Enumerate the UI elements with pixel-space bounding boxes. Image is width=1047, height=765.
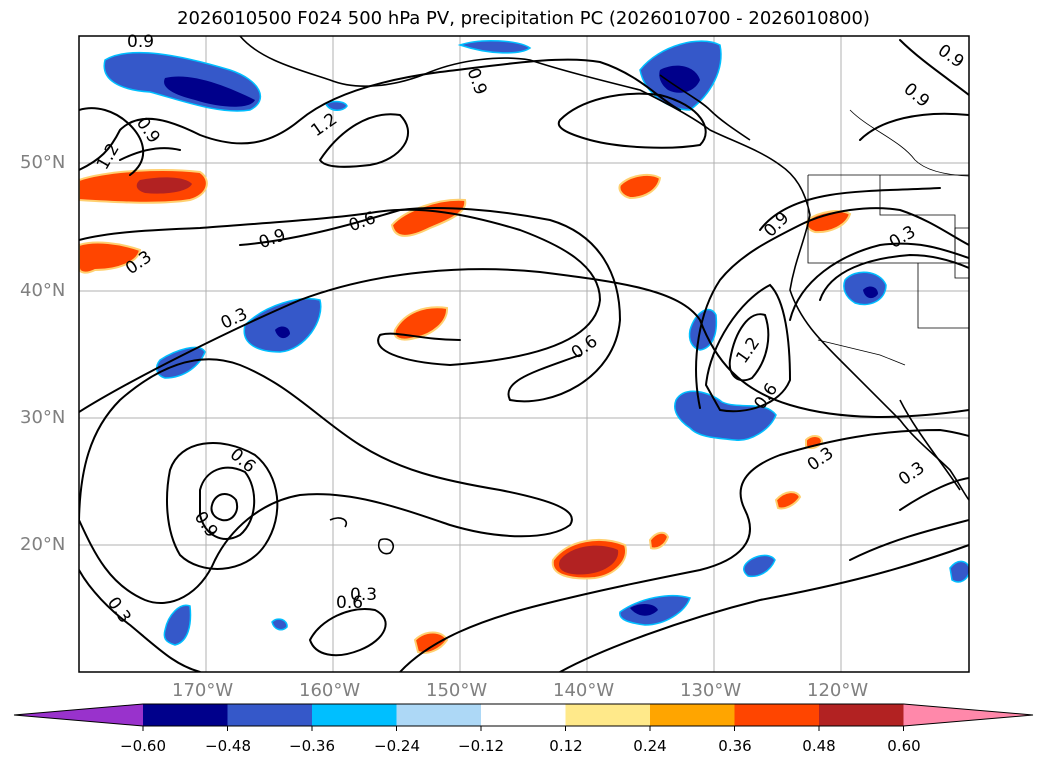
lon-label-150w: 150°W xyxy=(426,680,488,701)
map-frame xyxy=(78,35,970,673)
colorbar-tick: 0.60 xyxy=(887,737,921,755)
colorbar-tick: −0.36 xyxy=(289,737,335,755)
colorbar-swatch xyxy=(396,704,482,726)
colorbar-extend-low xyxy=(14,704,143,726)
lat-label-20n: 20°N xyxy=(20,534,66,555)
colorbar-tick: −0.60 xyxy=(120,737,166,755)
contour-label: 0.6 xyxy=(336,593,363,613)
colorbar-tick: −0.12 xyxy=(458,737,504,755)
negative-anomaly xyxy=(103,39,969,646)
colorbar-tick: 0.48 xyxy=(802,737,836,755)
colorbar-tick: −0.24 xyxy=(374,737,420,755)
colorbar-swatch xyxy=(650,704,735,726)
contour-label: 0.9 xyxy=(132,114,164,148)
lon-label-170w: 170°W xyxy=(172,680,234,701)
precipitation-anomaly-fills xyxy=(79,39,969,654)
colorbar-tick: 0.36 xyxy=(718,737,752,755)
lon-label-130w: 130°W xyxy=(680,680,742,701)
contour-label: 1.2 xyxy=(307,109,341,141)
colorbar-swatch xyxy=(227,704,313,726)
colorbar xyxy=(13,703,1034,731)
colorbar-tick: 0.24 xyxy=(633,737,667,755)
contour-label: 1.2 xyxy=(93,140,124,173)
political-borders xyxy=(807,109,969,366)
contour-label: 0.9 xyxy=(463,65,491,97)
contour-label: 0.9 xyxy=(256,225,288,253)
contour-label: 1.2 xyxy=(732,334,764,368)
contour-label: 0.3 xyxy=(103,593,135,627)
colorbar-extend-high xyxy=(903,704,1033,726)
strong-positive-core xyxy=(136,177,619,575)
colorbar-swatch xyxy=(565,704,651,726)
lat-label-30n: 30°N xyxy=(20,407,66,428)
colorbar-tick: −0.48 xyxy=(205,737,251,755)
coastlines xyxy=(239,36,969,555)
contour-labels: 0.9 0.9 0.9 1.2 1.2 0.9 0.3 0.9 0.6 0.9 … xyxy=(93,32,968,627)
colorbar-swatch xyxy=(819,704,904,726)
colorbar-swatch xyxy=(143,704,228,726)
contour-label: 0.3 xyxy=(886,222,919,253)
contour-label: 0.9 xyxy=(934,41,968,73)
lon-label-160w: 160°W xyxy=(299,680,361,701)
map-title: 2026010500 F024 500 hPa PV, precipitatio… xyxy=(177,8,870,29)
lon-label-120w: 120°W xyxy=(807,680,869,701)
colorbar-tick: 0.12 xyxy=(549,737,583,755)
lat-label-50n: 50°N xyxy=(20,152,66,173)
colorbar-swatch xyxy=(312,704,397,726)
lon-label-140w: 140°W xyxy=(553,680,615,701)
contour-label: 0.9 xyxy=(760,208,793,241)
contour-label: 0.9 xyxy=(127,32,154,52)
strong-negative-core xyxy=(164,65,878,616)
contour-label: 0.3 xyxy=(895,458,929,490)
contour-label: 0.9 xyxy=(900,79,934,112)
contour-label: 0.3 xyxy=(350,585,377,605)
lat-label-40n: 40°N xyxy=(20,280,66,301)
colorbar-swatch xyxy=(481,704,566,726)
colorbar-swatch xyxy=(734,704,820,726)
contour-label: 0.6 xyxy=(226,445,260,478)
